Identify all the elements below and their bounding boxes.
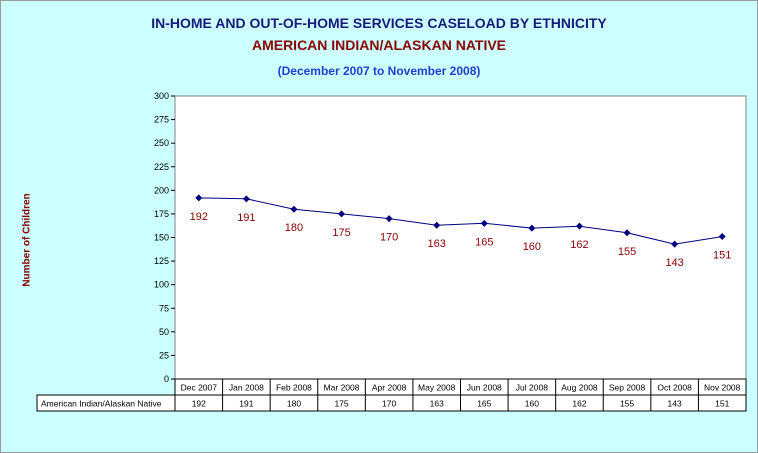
x-tick-label: Jul 2008 (516, 383, 548, 393)
table-value: 175 (334, 399, 348, 409)
legend-series-name: American Indian/Alaskan Native (41, 399, 162, 409)
data-point (195, 194, 203, 202)
table-value: 192 (192, 399, 206, 409)
data-point (718, 233, 726, 241)
data-label: 180 (285, 222, 303, 234)
table-value: 143 (668, 399, 682, 409)
data-label: 192 (190, 211, 208, 223)
data-label: 155 (618, 246, 636, 258)
data-label: 163 (428, 238, 446, 250)
data-label: 191 (237, 212, 255, 224)
data-label: 170 (380, 232, 398, 244)
data-point (242, 195, 250, 203)
data-label: 143 (665, 257, 683, 269)
data-point (385, 215, 393, 223)
y-tick-label: 150 (154, 233, 169, 243)
data-label: 165 (475, 236, 493, 248)
y-tick-label: 200 (154, 185, 169, 195)
series-line (198, 197, 723, 245)
x-tick-label: Nov 2008 (704, 383, 741, 393)
data-point (575, 222, 583, 230)
x-tick-label: Sep 2008 (609, 383, 646, 393)
data-point (671, 240, 679, 248)
chart-period: (December 2007 to November 2008) (277, 64, 481, 78)
data-point (480, 219, 488, 227)
data-point (433, 221, 441, 229)
table-value-row (36, 394, 747, 412)
chart-subtitle: AMERICAN INDIAN/ALASKAN NATIVE (251, 37, 507, 53)
data-point (528, 224, 536, 232)
y-tick-label: 75 (159, 303, 169, 313)
x-tick-label: Jan 2008 (229, 383, 264, 393)
x-tick-label: Apr 2008 (372, 383, 407, 393)
plot-area (174, 95, 747, 380)
table-value: 155 (620, 399, 634, 409)
y-tick-label: 225 (154, 162, 169, 172)
table-value: 151 (715, 399, 729, 409)
table-value: 170 (382, 399, 396, 409)
x-tick-label: Aug 2008 (561, 383, 598, 393)
y-tick-label: 0 (164, 374, 169, 384)
y-tick-label: 50 (159, 327, 169, 337)
data-label: 151 (713, 250, 731, 262)
data-point (290, 205, 298, 213)
y-tick-label: 300 (154, 91, 169, 101)
table-value: 165 (477, 399, 491, 409)
chart-title: IN-HOME AND OUT-OF-HOME SERVICES CASELOA… (151, 15, 607, 31)
table-value: 180 (287, 399, 301, 409)
table-value: 162 (572, 399, 586, 409)
x-tick-label: Oct 2008 (657, 383, 692, 393)
x-tick-label: May 2008 (418, 383, 456, 393)
x-tick-label: Dec 2007 (181, 383, 218, 393)
y-tick-label: 275 (154, 115, 169, 125)
y-tick-label: 175 (154, 209, 169, 219)
y-tick-label: 100 (154, 280, 169, 290)
table-value: 160 (525, 399, 539, 409)
data-point (623, 229, 631, 237)
x-tick-label: Jun 2008 (467, 383, 502, 393)
data-label: 162 (570, 239, 588, 251)
x-tick-label: Mar 2008 (324, 383, 360, 393)
data-label: 175 (332, 227, 350, 239)
y-tick-label: 125 (154, 256, 169, 266)
data-label: 160 (523, 241, 541, 253)
y-tick-label: 25 (159, 350, 169, 360)
table-value: 163 (430, 399, 444, 409)
table-value: 191 (239, 399, 253, 409)
y-tick-label: 250 (154, 138, 169, 148)
x-tick-label: Feb 2008 (276, 383, 312, 393)
data-point (338, 210, 346, 218)
